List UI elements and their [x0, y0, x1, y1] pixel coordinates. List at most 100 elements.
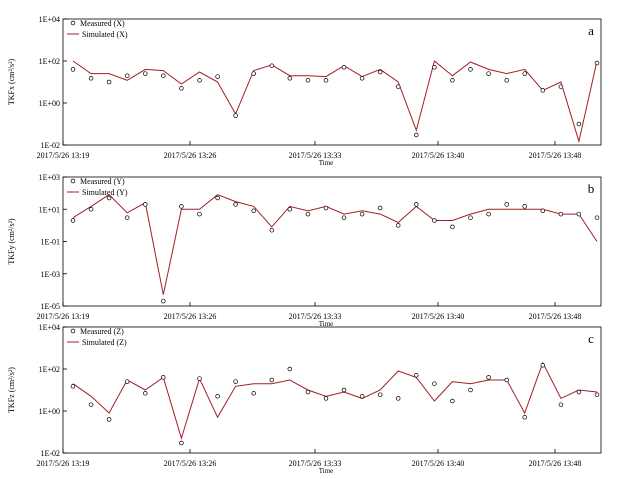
measured-point — [106, 195, 112, 201]
measured-point — [522, 204, 527, 209]
measured-point — [197, 78, 202, 83]
x-tick-label: 2017/5/26 13:48 — [529, 459, 582, 468]
measured-point — [251, 208, 256, 214]
measured-point — [594, 60, 600, 66]
measured-point — [468, 67, 473, 72]
measured-point — [359, 394, 365, 399]
plot-frame — [62, 176, 602, 307]
measured-point — [504, 202, 509, 207]
measured-point — [215, 394, 220, 399]
measured-point — [540, 363, 546, 368]
y-tick-label: 1E+04 — [39, 15, 60, 24]
measured-point — [522, 71, 527, 76]
measured-point — [323, 205, 329, 211]
measured-point — [143, 391, 148, 396]
panel-c: 1E-02 1E+00 1E+02 1E+04 2017/5/26 13:19 2017/… — [7, 323, 602, 475]
measured-point — [88, 76, 94, 81]
measured-point — [161, 73, 166, 78]
measured-point — [486, 375, 491, 380]
y-axis-title: TKFz (cm²/s²) — [7, 367, 16, 413]
measured-point — [341, 65, 347, 70]
x-axis-title: Time — [319, 467, 334, 475]
measured-point — [395, 84, 401, 89]
measured-point — [414, 202, 419, 207]
legend-label-simulated: Simulated (X) — [82, 30, 128, 39]
measured-point — [233, 379, 238, 384]
legend-label-measured: Measured (Z) — [80, 327, 124, 336]
measured-point — [323, 396, 329, 401]
measured-point — [558, 84, 564, 89]
measured-point — [106, 79, 112, 85]
x-axis-title: Time — [319, 159, 334, 167]
y-tick-label: 1E-05 — [40, 302, 60, 311]
measured-point — [504, 78, 509, 83]
measured-point — [305, 78, 311, 83]
x-tick-label: 2017/5/26 13:26 — [164, 312, 217, 321]
measured-point — [540, 208, 546, 214]
y-tick-label: 1E-02 — [40, 449, 60, 458]
measured-point — [558, 402, 564, 407]
measured-point — [124, 73, 130, 78]
measured-point — [341, 215, 347, 220]
y-tick-label: 1E-01 — [40, 238, 60, 247]
measured-point — [377, 205, 383, 211]
measured-point — [377, 69, 383, 75]
measured-point — [70, 67, 76, 72]
y-tick-label: 1E+01 — [39, 205, 60, 214]
measured-point — [106, 417, 112, 422]
legend-marker-measured — [70, 20, 76, 26]
measured-point — [269, 63, 275, 68]
measured-point — [215, 195, 220, 201]
panel-label: c — [588, 331, 594, 346]
measured-point — [179, 204, 184, 209]
x-tick-label: 2017/5/26 13:19 — [37, 459, 90, 468]
y-tick-label: 1E-02 — [40, 141, 60, 150]
x-tick-label: 2017/5/26 13:33 — [289, 459, 342, 468]
measured-point — [450, 78, 455, 83]
measured-point — [468, 215, 473, 220]
measured-point — [414, 373, 419, 378]
y-tick-label: 1E+02 — [39, 57, 60, 66]
x-tick-label: 2017/5/26 13:19 — [37, 312, 90, 321]
measured-point — [414, 132, 419, 138]
y-tick-label: 1E+04 — [39, 323, 60, 332]
y-axis-title: TKFx (cm²/s²) — [7, 58, 16, 105]
measured-point — [395, 396, 401, 401]
y-tick-label: 1E-03 — [40, 270, 60, 279]
y-tick-label: 1E+03 — [39, 173, 60, 182]
panel-label: b — [588, 181, 595, 196]
measured-point — [359, 211, 365, 217]
measured-point — [269, 227, 275, 233]
measured-point — [179, 86, 184, 91]
measured-point — [305, 211, 311, 217]
legend-marker-measured — [70, 328, 76, 334]
measured-point — [468, 387, 473, 393]
x-tick-label: 2017/5/26 13:48 — [529, 151, 582, 160]
measured-point — [395, 223, 401, 228]
measured-point — [540, 88, 546, 93]
measured-point — [323, 78, 329, 83]
panel-b: 1E-05 1E-03 1E-01 1E+01 1E+03 2017/5/26 13:19… — [7, 173, 602, 328]
panel-a: 1E-02 1E+00 1E+02 1E+04 2017/5/26 13:19 2017/… — [7, 15, 602, 167]
measured-point — [70, 218, 76, 223]
measured-point — [594, 392, 600, 397]
legend-label-simulated: Simulated (Y) — [82, 188, 128, 197]
measured-point — [576, 389, 582, 395]
measured-point — [486, 71, 491, 76]
measured-point — [305, 389, 311, 395]
measured-point — [432, 65, 437, 70]
measured-point — [450, 224, 455, 230]
measured-point — [251, 71, 256, 76]
x-tick-label: 2017/5/26 13:40 — [412, 459, 465, 468]
x-tick-label: 2017/5/26 13:40 — [412, 151, 465, 160]
measured-point — [179, 440, 184, 446]
panel-label: a — [588, 23, 594, 38]
measured-point — [161, 375, 166, 380]
measured-point — [161, 298, 166, 304]
series-line-simulated — [72, 361, 598, 441]
plot-frame — [62, 326, 602, 454]
x-tick-label: 2017/5/26 13:40 — [412, 312, 465, 321]
measured-point — [233, 113, 238, 118]
measured-point — [197, 211, 202, 217]
y-tick-label: 1E+00 — [39, 407, 60, 416]
